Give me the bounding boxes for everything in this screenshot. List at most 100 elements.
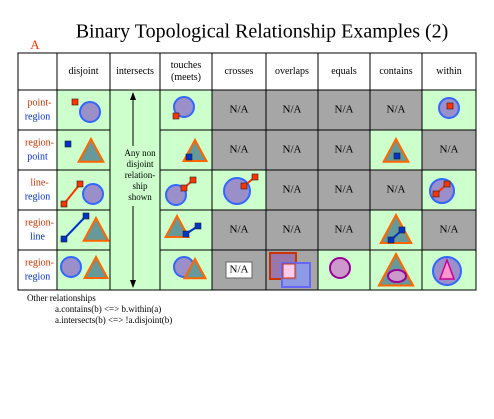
point [251,173,259,181]
point [240,182,248,190]
region-triangle [163,213,191,238]
intersects-cell [109,89,161,291]
point [60,235,68,243]
note-text: shown [128,192,152,202]
point [189,176,197,184]
header-corner [17,52,58,91]
row-label-a: line- [30,177,48,188]
column-header: within [436,66,462,77]
point [194,222,202,230]
cell [369,169,423,211]
region-circle [329,257,351,279]
cell [211,129,267,171]
point [60,200,68,208]
cell [159,209,213,251]
column-header: (meets) [171,72,201,83]
na-text: N/A [335,224,354,236]
column-header: contains [379,66,412,77]
column-header: touches [171,60,202,71]
na-text: N/A [440,144,459,156]
na-text: N/A [335,144,354,156]
footer-text: a.contains(b) <=> b.within(a) [55,304,161,314]
na-text: N/A [387,184,406,196]
point [398,226,406,234]
cell [421,129,477,171]
row-label-a: region- [25,257,54,268]
inner-ellipse [387,269,407,283]
na-text: N/A [387,104,406,116]
point [172,112,180,120]
header-cell [421,52,477,91]
row-label-b: region [25,191,51,202]
na-text: N/A [230,224,249,236]
row-header [17,89,58,131]
point [185,153,193,161]
region-circle [223,177,251,205]
cell [369,89,423,131]
na-text: N/A [283,224,302,236]
cell [317,169,371,211]
cell [211,209,267,251]
row-label-a: region- [25,217,54,228]
na-text: N/A [440,224,459,236]
cell [317,129,371,171]
overlap-area [282,263,296,279]
note-text: Any non [124,148,156,158]
point [76,180,84,188]
row-header [17,129,58,171]
note-text: ship [132,181,148,191]
point [64,140,72,148]
row-label-a: region- [25,137,54,148]
cell [159,129,213,171]
point [432,190,440,198]
point [71,98,79,106]
cell [265,129,319,171]
arrow-head [130,92,136,100]
column-header: equals [331,66,357,77]
arrow-head [130,280,136,288]
row-label-b: point [27,151,48,162]
footer-text: Other relationships [27,293,96,303]
region-circle [173,96,195,118]
header-cell [109,52,161,91]
na-text: N/A [230,144,249,156]
region-circle [82,183,104,205]
row-label-b: region [25,271,51,282]
inner-triangle [438,257,456,280]
column-header: intersects [116,66,154,77]
row-header [17,209,58,251]
region-triangle [381,136,411,163]
point [182,230,190,238]
column-header: crosses [225,66,254,77]
row-header [17,249,58,291]
point [180,184,188,192]
title: Binary Topological Relationship Examples… [76,21,449,43]
region-triangle [182,256,208,280]
region-triangle [82,254,110,279]
point [393,152,401,160]
na-text: N/A [230,264,249,276]
region-triangle [81,215,111,242]
label-a: A [30,37,40,52]
region-circle [60,256,82,278]
na-text: N/A [230,104,249,116]
row-label-b: line [30,231,46,242]
cell [265,89,319,131]
row-label-b: region [25,111,51,122]
note-text: relation- [125,170,156,180]
column-header: overlaps [275,66,309,77]
point [443,180,451,188]
point [82,212,90,220]
column-header: disjoint [68,66,98,77]
note-text: disjoint [126,159,154,169]
na-text: N/A [283,184,302,196]
na-text: N/A [283,144,302,156]
footer-text: a.intersects(b) <=> !a.disjoint(b) [55,315,172,325]
na-box [225,261,253,279]
row-label-a: point- [28,97,52,108]
point [387,236,395,244]
region-triangle [76,136,106,163]
na-text: N/A [335,104,354,116]
